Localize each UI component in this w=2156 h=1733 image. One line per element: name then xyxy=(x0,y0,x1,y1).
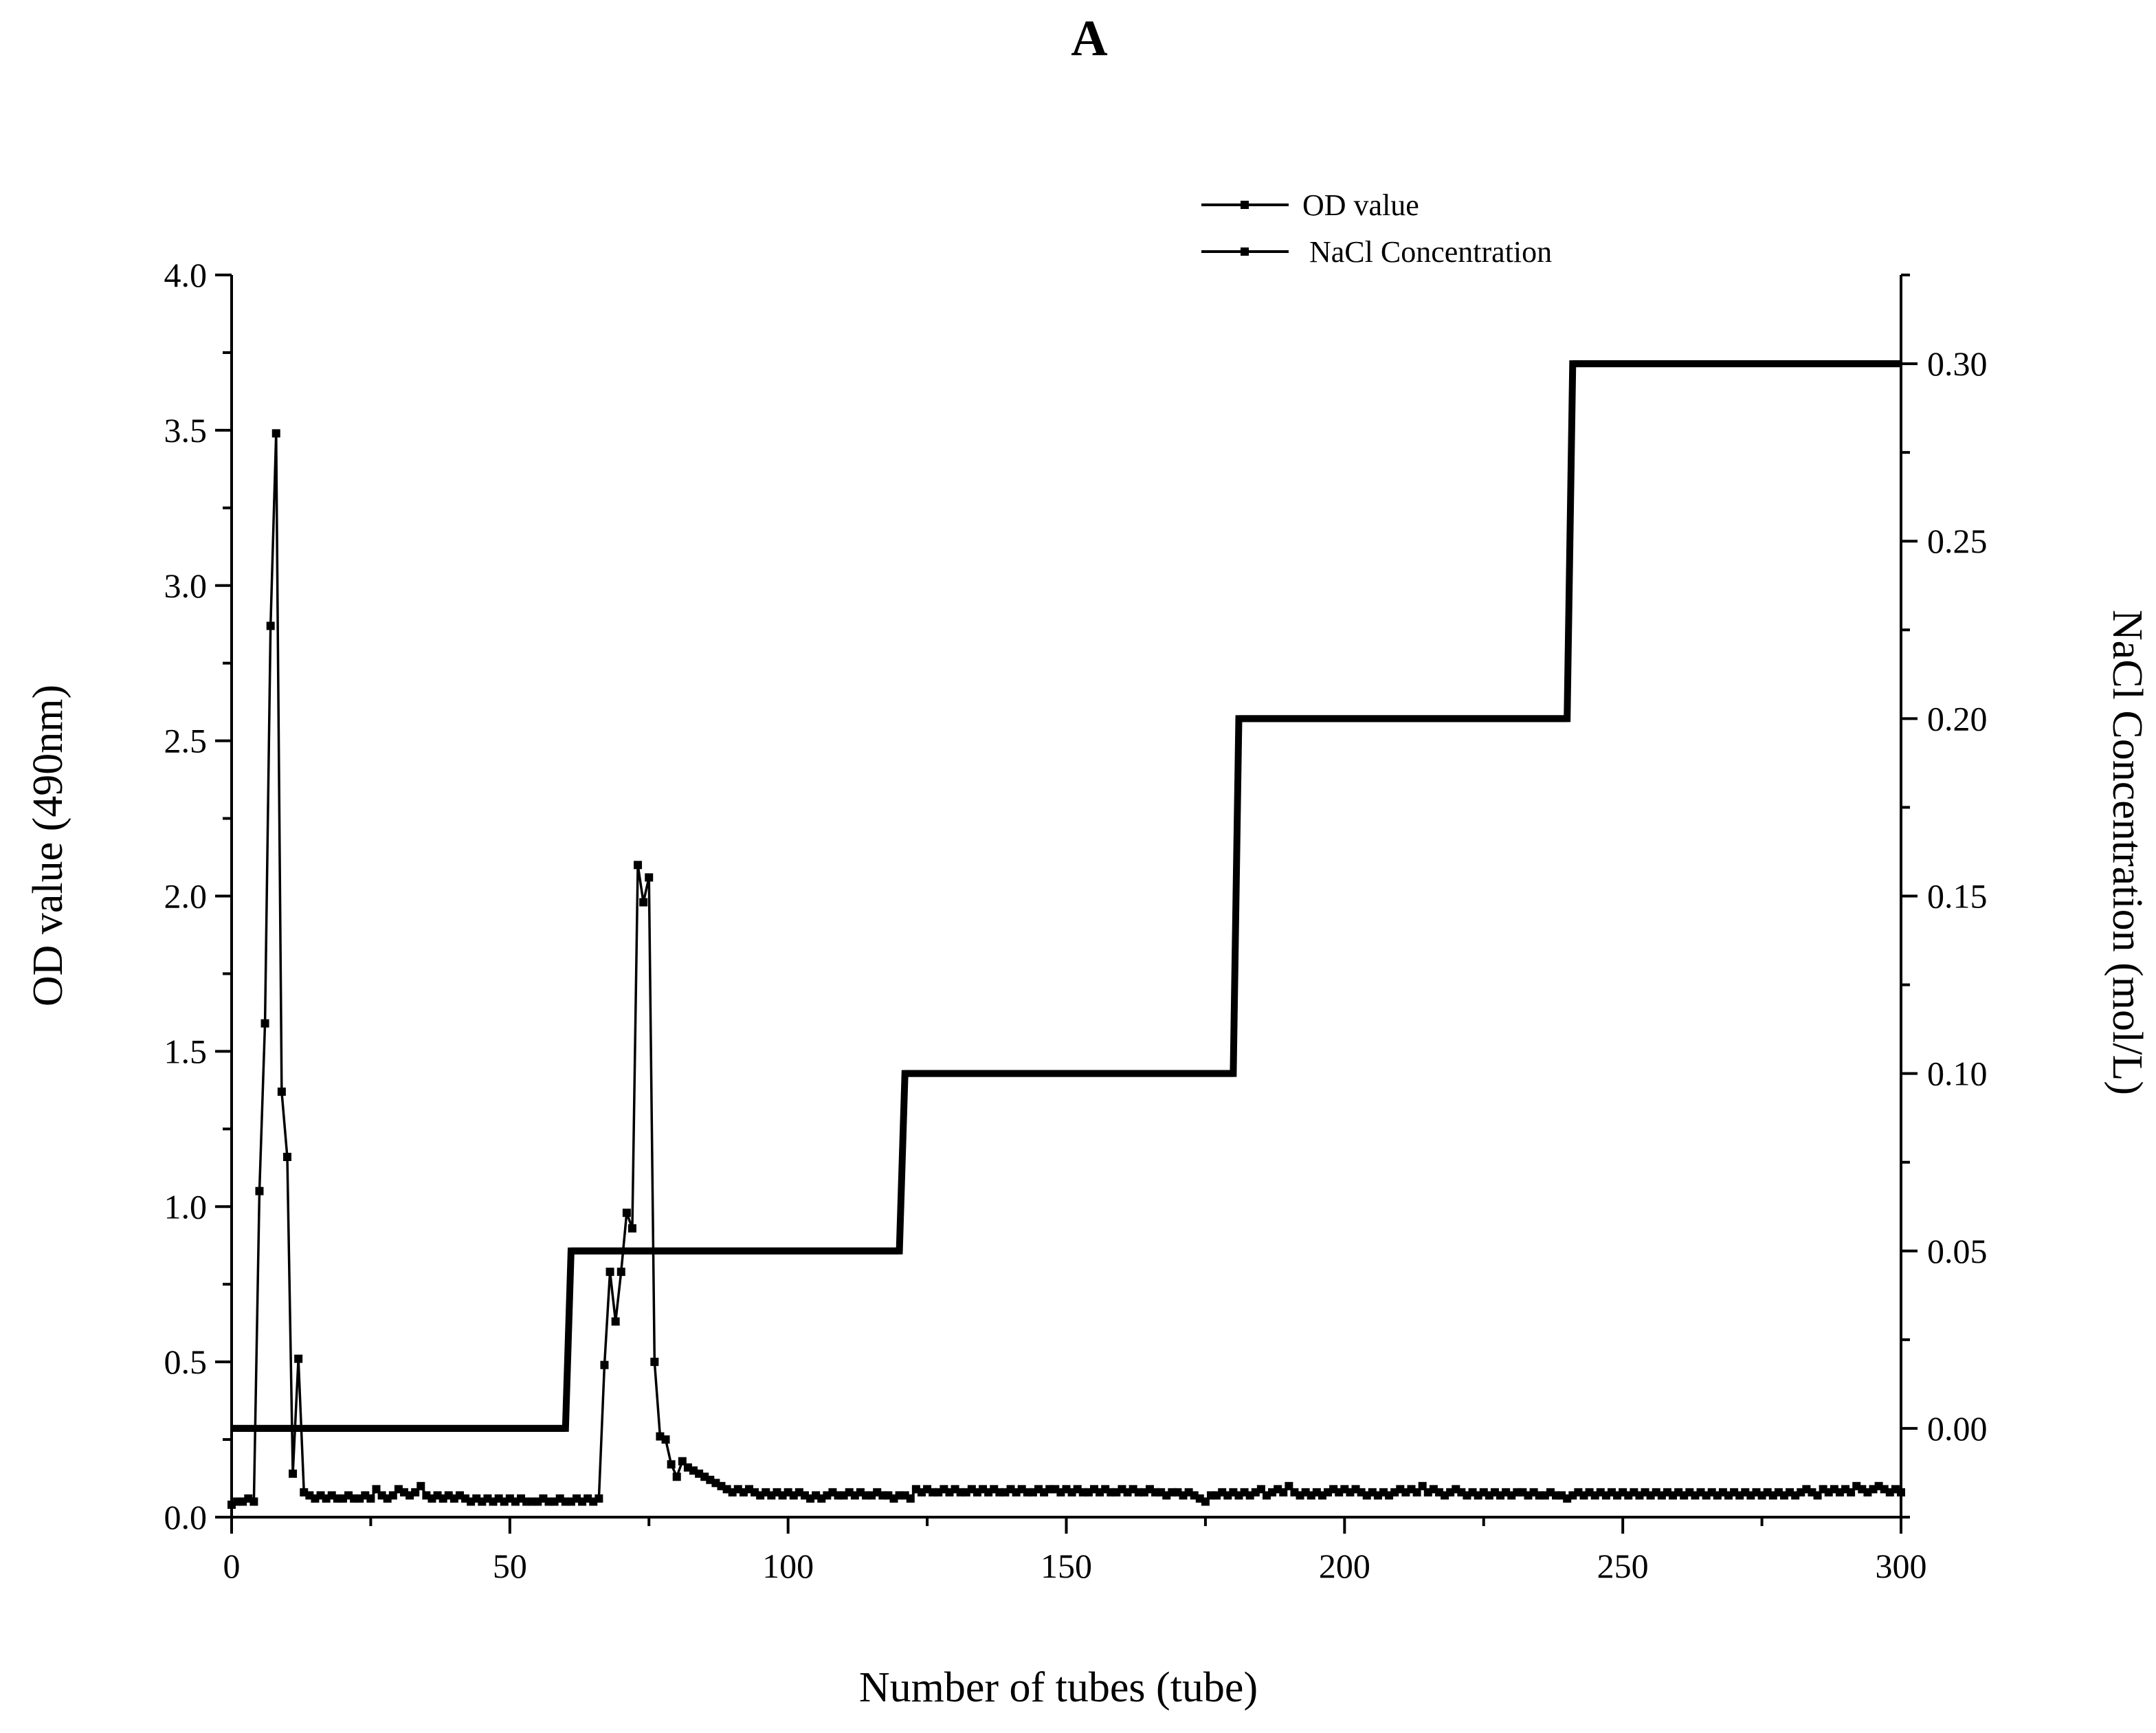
x-tick-label: 0 xyxy=(223,1547,241,1585)
od-data-point xyxy=(634,861,643,870)
y-tick-label: 0.0 xyxy=(164,1498,208,1536)
od-data-point xyxy=(388,1491,397,1500)
y-tick-label: 2.0 xyxy=(164,877,208,916)
series-od-value xyxy=(227,429,1905,1509)
y-tick-label: 1.5 xyxy=(164,1032,208,1070)
od-data-point xyxy=(611,1317,620,1326)
od-data-point xyxy=(1412,1488,1421,1497)
od-data-point xyxy=(622,1208,631,1217)
od-data-point xyxy=(255,1186,264,1195)
od-data-point xyxy=(1847,1488,1856,1497)
od-data-point xyxy=(1285,1481,1293,1490)
od-data-point xyxy=(294,1354,303,1363)
od-data-point xyxy=(271,429,280,438)
od-data-point xyxy=(1201,1497,1210,1506)
od-data-point xyxy=(260,1019,269,1028)
od-data-point xyxy=(249,1497,258,1506)
od-data-point xyxy=(366,1494,375,1503)
od-data-point xyxy=(661,1435,670,1444)
x-axis-title: Number of tubes (tube) xyxy=(859,1664,1258,1711)
plot-frame xyxy=(230,275,1902,1519)
od-data-point xyxy=(605,1268,614,1277)
y-axis-right-title: NaCl Concentration (mol/L) xyxy=(2104,610,2151,1095)
y-tick-label: 0.5 xyxy=(164,1343,208,1381)
od-data-point xyxy=(1897,1488,1905,1497)
x-axis: 0 50 100 150 200 250 300 xyxy=(223,1517,1927,1585)
od-data-point xyxy=(672,1472,681,1481)
y2-tick-label: 0.25 xyxy=(1927,522,1988,560)
od-data-point xyxy=(372,1485,381,1494)
x-tick-label: 300 xyxy=(1876,1547,1927,1585)
y2-tick-label: 0.10 xyxy=(1927,1055,1988,1093)
od-data-point xyxy=(1256,1485,1265,1494)
y-tick-label: 4.0 xyxy=(164,256,208,294)
y2-tick-label: 0.20 xyxy=(1927,699,1988,738)
od-data-point xyxy=(667,1460,676,1469)
od-data-point xyxy=(1418,1481,1427,1490)
series-nacl-line xyxy=(232,360,1901,1432)
y2-tick-label: 0.15 xyxy=(1927,877,1988,916)
od-data-point xyxy=(650,1358,659,1367)
series-nacl-concentration xyxy=(232,360,1901,1432)
x-tick-label: 250 xyxy=(1597,1547,1649,1585)
od-data-point xyxy=(1407,1485,1416,1494)
y-tick-label: 1.0 xyxy=(164,1187,208,1226)
od-data-point xyxy=(678,1457,687,1466)
y-axis-right: 0.00 0.05 0.10 0.15 0.20 0.25 0.30 xyxy=(1901,274,1988,1519)
legend-marker xyxy=(1241,201,1249,209)
od-data-point xyxy=(906,1494,915,1503)
od-data-point xyxy=(289,1469,298,1478)
legend: OD value NaCl Concentration xyxy=(1201,188,1552,269)
y-axis-left: 0.0 0.5 1.0 1.5 2.0 2.5 3.0 3.5 4.0 xyxy=(164,256,232,1536)
legend-marker xyxy=(1241,247,1249,256)
od-data-point xyxy=(639,898,648,907)
y2-tick-label: 0.30 xyxy=(1927,344,1988,383)
y-tick-label: 3.5 xyxy=(164,411,208,450)
od-data-point xyxy=(416,1481,425,1490)
od-data-point xyxy=(594,1494,603,1503)
x-tick-label: 150 xyxy=(1041,1547,1092,1585)
od-data-point xyxy=(282,1152,291,1161)
od-data-point xyxy=(1401,1488,1410,1497)
y-tick-label: 3.0 xyxy=(164,566,208,605)
x-tick-label: 50 xyxy=(493,1547,527,1585)
od-data-point xyxy=(616,1268,625,1277)
chart-title: A xyxy=(1071,10,1107,67)
od-data-point xyxy=(1813,1491,1822,1500)
od-data-point xyxy=(600,1360,609,1369)
y2-tick-label: 0.00 xyxy=(1927,1409,1988,1448)
od-data-point xyxy=(266,621,275,630)
x-tick-label: 100 xyxy=(762,1547,814,1585)
y-axis-left-title: OD value (490nm) xyxy=(25,685,71,1006)
x-tick-label: 200 xyxy=(1319,1547,1370,1585)
od-data-point xyxy=(277,1088,286,1096)
od-data-point xyxy=(1279,1488,1288,1497)
legend-label: OD value xyxy=(1302,188,1419,222)
od-data-point xyxy=(645,873,654,882)
od-data-point xyxy=(627,1224,636,1233)
od-data-point xyxy=(411,1488,420,1497)
y-tick-label: 2.5 xyxy=(164,722,208,760)
legend-label: NaCl Concentration xyxy=(1309,235,1552,269)
series-od-line xyxy=(231,432,1902,1506)
y2-tick-label: 0.05 xyxy=(1927,1232,1988,1270)
